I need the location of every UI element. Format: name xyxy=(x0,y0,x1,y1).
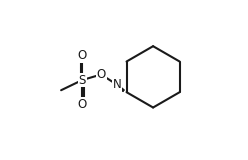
Text: O: O xyxy=(78,98,87,111)
Text: N: N xyxy=(113,78,121,91)
Text: O: O xyxy=(96,68,106,81)
Text: O: O xyxy=(78,49,87,62)
Text: S: S xyxy=(79,73,86,87)
